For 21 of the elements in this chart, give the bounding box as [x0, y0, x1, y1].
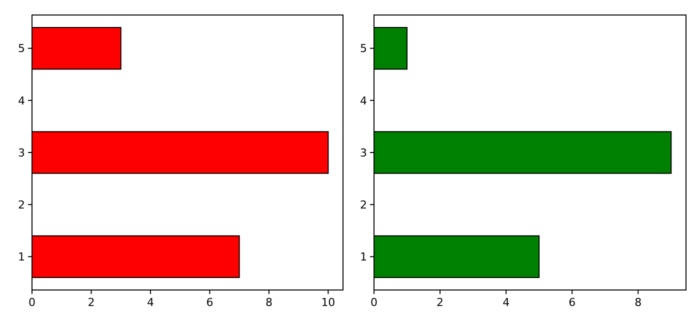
x-tick-label: 10 [321, 296, 336, 309]
y-tick-label: 3 [18, 146, 25, 160]
y-tick-label: 5 [18, 42, 25, 56]
x-tick-label: 4 [502, 296, 510, 309]
y-tick-label: 4 [360, 94, 367, 108]
x-tick-label: 6 [568, 296, 576, 309]
x-tick-label: 0 [370, 296, 378, 309]
x-tick-label: 8 [634, 296, 642, 309]
y-tick-label: 1 [18, 250, 25, 264]
y-tick-label: 4 [18, 94, 25, 108]
x-tick-label: 2 [436, 296, 444, 309]
x-tick-label: 6 [206, 296, 214, 309]
y-tick-label: 5 [360, 42, 367, 56]
y-tick-label: 3 [360, 146, 367, 160]
x-tick-label: 0 [28, 296, 36, 309]
y-tick-label: 2 [360, 198, 367, 212]
x-tick-label: 2 [88, 296, 95, 309]
x-tick-label: 8 [265, 296, 272, 309]
y-tick-label: 2 [18, 198, 25, 212]
x-tick-label: 4 [146, 296, 154, 309]
y-tick-label: 1 [360, 250, 367, 264]
